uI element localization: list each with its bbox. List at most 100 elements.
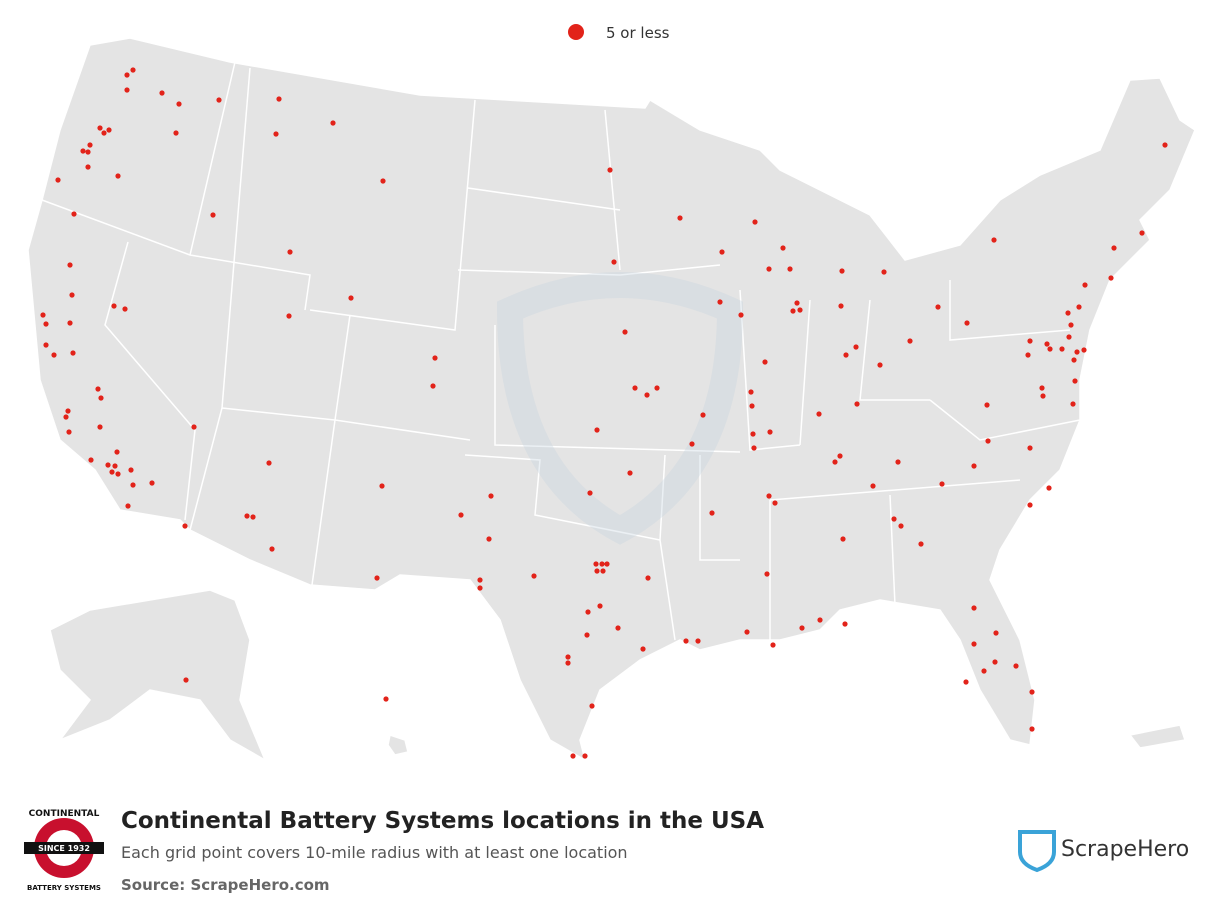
location-dot [717, 299, 723, 305]
location-dot [1025, 352, 1031, 358]
location-dot [1081, 347, 1087, 353]
location-dot [615, 625, 621, 631]
location-dot [124, 72, 130, 78]
location-dot [991, 237, 997, 243]
location-dot [985, 438, 991, 444]
location-dot [67, 320, 73, 326]
location-dot [644, 392, 650, 398]
title: Continental Battery Systems locations in… [121, 808, 764, 834]
location-dot [939, 481, 945, 487]
location-dot [1047, 346, 1053, 352]
location-dot [115, 471, 121, 477]
location-dot [832, 459, 838, 465]
location-dot [273, 131, 279, 137]
location-dot [183, 677, 189, 683]
location-dot [589, 703, 595, 709]
location-dot [1013, 663, 1019, 669]
puerto-rico [1128, 724, 1186, 749]
logo: SINCE 1932 CONTINENTAL BATTERY SYSTEMS [24, 809, 104, 892]
location-dot [1068, 322, 1074, 328]
location-dot [695, 638, 701, 644]
location-dot [839, 268, 845, 274]
location-dot [87, 142, 93, 148]
map [27, 37, 1196, 762]
location-dot [907, 338, 913, 344]
location-dot [51, 352, 57, 358]
location-dot [895, 459, 901, 465]
location-dot [751, 445, 757, 451]
subtitle: Each grid point covers 10-mile radius wi… [121, 843, 628, 862]
location-dot [330, 120, 336, 126]
location-dot [98, 395, 104, 401]
legend-label: 5 or less [606, 24, 670, 42]
location-dot [182, 523, 188, 529]
location-dot [80, 148, 86, 154]
location-dot [191, 424, 197, 430]
location-dot [854, 401, 860, 407]
location-dot [432, 355, 438, 361]
location-dot [677, 215, 683, 221]
location-dot [748, 389, 754, 395]
location-dot [752, 219, 758, 225]
source: Source: ScrapeHero.com [121, 876, 330, 894]
location-dot [380, 178, 386, 184]
location-dot [790, 308, 796, 314]
location-dot [797, 307, 803, 313]
location-dot [964, 320, 970, 326]
location-dot [114, 449, 120, 455]
location-dot [1071, 357, 1077, 363]
location-dot [1074, 349, 1080, 355]
location-dot [1040, 393, 1046, 399]
location-dot [842, 621, 848, 627]
legend-marker [568, 24, 584, 40]
location-dot [627, 470, 633, 476]
location-dot [766, 493, 772, 499]
logo-bottom-text: BATTERY SYSTEMS [27, 884, 101, 892]
location-dot [565, 660, 571, 666]
location-dot [55, 177, 61, 183]
location-dot [1039, 385, 1045, 391]
location-dot [176, 101, 182, 107]
location-dot [1059, 346, 1065, 352]
location-dot [1029, 726, 1035, 732]
location-dot [780, 245, 786, 251]
location-dot [122, 306, 128, 312]
location-dot [770, 642, 776, 648]
location-dot [597, 603, 603, 609]
location-dot [584, 632, 590, 638]
contiguous-us [27, 37, 1196, 762]
location-dot [71, 211, 77, 217]
location-dot [981, 668, 987, 674]
location-dot [276, 96, 282, 102]
location-dot [587, 490, 593, 496]
location-dot [935, 304, 941, 310]
location-dot [817, 617, 823, 623]
location-dot [898, 523, 904, 529]
location-dot [750, 431, 756, 437]
location-dot [799, 625, 805, 631]
location-dot [640, 646, 646, 652]
location-dot [244, 513, 250, 519]
brand-name: ScrapeHero [1061, 837, 1189, 862]
location-dot [565, 654, 571, 660]
location-dot [486, 536, 492, 542]
location-dot [70, 350, 76, 356]
hawaii [387, 734, 409, 756]
location-dot [531, 573, 537, 579]
location-dot [1076, 304, 1082, 310]
location-dot [97, 125, 103, 131]
brand-shield [1018, 830, 1056, 873]
location-dot [585, 609, 591, 615]
location-dot [130, 67, 136, 73]
location-dot [611, 259, 617, 265]
location-dot [85, 164, 91, 170]
location-dot [112, 463, 118, 469]
location-dot [971, 463, 977, 469]
location-dot [269, 546, 275, 552]
location-dot [348, 295, 354, 301]
location-dot [374, 575, 380, 581]
location-dot [891, 516, 897, 522]
location-dot [594, 427, 600, 433]
location-dot [1072, 378, 1078, 384]
